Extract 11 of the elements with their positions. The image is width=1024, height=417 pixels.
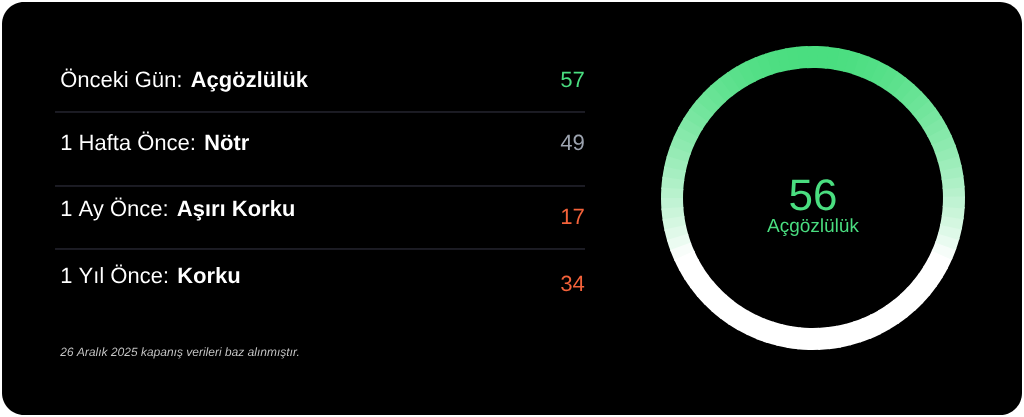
data-label: 49 [560,134,584,151]
data-label: 34 [561,275,585,292]
category-label: 1 Hafta Önce: Nötr [61,131,249,151]
category-label: Önceki Gün: Açgözlülük [61,68,309,92]
data-label: 57 [561,71,584,88]
data-label: 17 [562,208,584,224]
category-label: 1 Yıl Önce: Korku [61,264,240,284]
text: Açgözlülük [767,218,859,237]
category-label: 1 Ay Önce: Aşırı Korku [61,197,294,221]
text: 56 [790,179,836,211]
text: 26 Aralık 2025 kapanış verileri baz alınmıştır. [60,347,299,359]
